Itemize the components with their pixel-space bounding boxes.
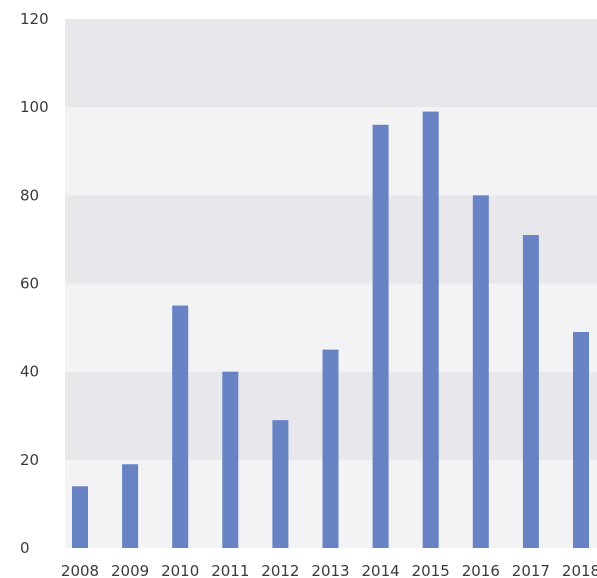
bar-2015	[422, 111, 439, 548]
bar-2010	[172, 305, 189, 548]
bar-2009	[122, 464, 139, 548]
bar-2012	[272, 420, 289, 548]
y-tick-label: 20	[20, 451, 39, 469]
y-tick-label: 40	[20, 363, 39, 381]
y-tick-label: 80	[20, 186, 39, 204]
x-tick-label: 2017	[512, 562, 550, 578]
x-tick-label: 2010	[161, 562, 199, 578]
x-tick-label: 2011	[211, 562, 249, 578]
bar-2011	[222, 371, 239, 548]
bar-2017	[522, 235, 539, 548]
x-tick-label: 2015	[412, 562, 450, 578]
x-tick-label: 2012	[261, 562, 299, 578]
y-tick-label: 120	[20, 10, 49, 28]
bar-2018	[573, 331, 589, 548]
x-tick-label: 2008	[61, 562, 99, 578]
bar-2013	[322, 349, 339, 548]
x-axis-tick-labels: 2008 2009 2010 2011 2012 2013 2014 2015 2016 2017…	[61, 562, 597, 578]
bars-group	[72, 111, 589, 549]
y-tick-label: 100	[20, 98, 49, 116]
bar-2016	[472, 195, 489, 549]
grid-band	[65, 19, 597, 108]
bar-2014	[372, 124, 389, 549]
grid-band	[65, 107, 597, 196]
grid-band	[65, 195, 597, 284]
grid-bands	[65, 19, 597, 548]
x-tick-label: 2016	[462, 562, 500, 578]
bar-2008	[72, 486, 88, 548]
x-tick-label: 2013	[311, 562, 349, 578]
y-tick-label: 60	[20, 275, 39, 293]
y-tick-label: 0	[20, 539, 30, 557]
x-tick-label: 2014	[362, 562, 400, 578]
x-tick-label: 2009	[111, 562, 149, 578]
x-tick-label: 2018	[562, 562, 597, 578]
y-axis-tick-labels: 0 20 40 60 80 100 120	[20, 10, 49, 557]
